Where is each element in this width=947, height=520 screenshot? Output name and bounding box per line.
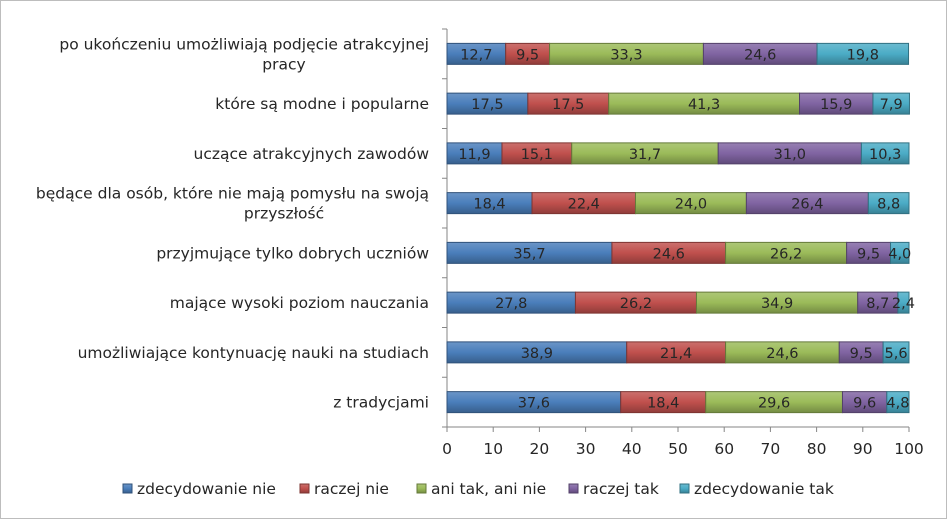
x-axis-ticks: 0 10 20 30 40 50 60 70 80 90 100 xyxy=(442,427,924,458)
data-label: 26,2 xyxy=(620,296,652,312)
bar-segment xyxy=(882,341,910,364)
x-tick-label: 10 xyxy=(483,440,503,458)
data-label: 4,0 xyxy=(888,246,911,262)
data-label: 24,0 xyxy=(675,197,707,213)
bar-segment xyxy=(886,391,910,414)
category-label: po ukończeniu umożliwiają podjęcie atrak… xyxy=(59,35,429,73)
category-label: umożliwiające kontynuację nauki na studi… xyxy=(78,344,429,362)
data-label: 18,4 xyxy=(473,197,505,213)
legend-swatch xyxy=(679,483,690,494)
data-label: 24,6 xyxy=(653,246,685,262)
x-tick-label: 80 xyxy=(807,440,827,458)
data-label: 29,6 xyxy=(758,396,790,412)
category-label: które są modne i popularne xyxy=(215,95,429,113)
bar-segment xyxy=(897,291,910,314)
data-label: 18,4 xyxy=(647,396,679,412)
data-label: 26,2 xyxy=(770,246,802,262)
category-label: przyjmujące tylko dobrych uczniów xyxy=(156,244,429,262)
bar-segment xyxy=(872,92,910,115)
data-label: 37,6 xyxy=(518,396,550,412)
data-label: 4,8 xyxy=(886,396,909,412)
bar-segment xyxy=(890,241,910,264)
legend: zdecydowanie nie raczej nie ani tak, ani n… xyxy=(122,480,834,498)
legend-label: zdecydowanie tak xyxy=(694,480,834,498)
data-label: 7,9 xyxy=(880,97,903,113)
category-label: uczące atrakcyjnych zawodów xyxy=(194,145,430,163)
data-label: 31,0 xyxy=(774,147,806,163)
data-label: 8,8 xyxy=(877,197,900,213)
data-label: 15,9 xyxy=(820,97,852,113)
data-label: 34,9 xyxy=(761,296,793,312)
data-label: 15,1 xyxy=(521,147,553,163)
x-tick-label: 60 xyxy=(714,440,734,458)
data-label: 35,7 xyxy=(513,246,545,262)
legend-swatch xyxy=(299,483,310,494)
data-label: 21,4 xyxy=(660,346,692,362)
data-label: 31,7 xyxy=(629,147,661,163)
legend-swatch xyxy=(122,483,133,494)
legend-label: zdecydowanie nie xyxy=(137,480,276,498)
data-label: 26,4 xyxy=(791,197,823,213)
x-tick-label: 70 xyxy=(761,440,781,458)
data-label: 17,5 xyxy=(552,97,584,113)
x-tick-label: 90 xyxy=(853,440,873,458)
legend-swatch xyxy=(568,483,579,494)
data-label: 24,6 xyxy=(766,346,798,362)
data-label: 9,5 xyxy=(516,47,539,63)
data-label: 22,4 xyxy=(568,197,600,213)
x-tick-label: 0 xyxy=(442,440,452,458)
x-tick-label: 40 xyxy=(622,440,642,458)
data-label: 2,4 xyxy=(892,296,915,312)
legend-label: raczej nie xyxy=(314,480,389,498)
x-tick-label: 20 xyxy=(530,440,550,458)
category-label: mające wysoki poziom nauczania xyxy=(170,294,429,312)
legend-label: raczej tak xyxy=(583,480,659,498)
category-labels: po ukończeniu umożliwiają podjęcie atrak… xyxy=(36,35,429,411)
data-label: 24,6 xyxy=(744,47,776,63)
legend-swatch xyxy=(416,483,427,494)
category-label: z tradycjami xyxy=(333,394,429,412)
data-label: 38,9 xyxy=(521,346,553,362)
data-label: 17,5 xyxy=(471,97,503,113)
category-label: będące dla osób, które nie mają pomysłu … xyxy=(36,185,429,223)
bars: 12,7 9,5 33,3 24,6 19,8 17,5 17,5 41,3 15,9 7,9 11… xyxy=(446,42,915,414)
data-label: 9,5 xyxy=(850,346,873,362)
data-label: 19,8 xyxy=(847,47,879,63)
bar-segment xyxy=(816,42,910,65)
x-tick-label: 50 xyxy=(668,440,688,458)
legend-label: ani tak, ani nie xyxy=(431,480,546,498)
axes xyxy=(442,28,909,428)
data-label: 12,7 xyxy=(460,47,492,63)
data-label: 27,8 xyxy=(495,296,527,312)
x-tick-label: 100 xyxy=(894,440,924,458)
data-label: 41,3 xyxy=(688,97,720,113)
data-label: 5,6 xyxy=(885,346,908,362)
data-label: 8,7 xyxy=(866,296,889,312)
data-label: 11,9 xyxy=(458,147,490,163)
data-label: 33,3 xyxy=(610,47,642,63)
data-label: 9,6 xyxy=(853,396,876,412)
data-label: 10,3 xyxy=(869,147,901,163)
bar-segment xyxy=(860,142,910,165)
x-tick-label: 30 xyxy=(576,440,596,458)
bar-segment xyxy=(867,192,910,215)
data-label: 9,5 xyxy=(857,246,880,262)
